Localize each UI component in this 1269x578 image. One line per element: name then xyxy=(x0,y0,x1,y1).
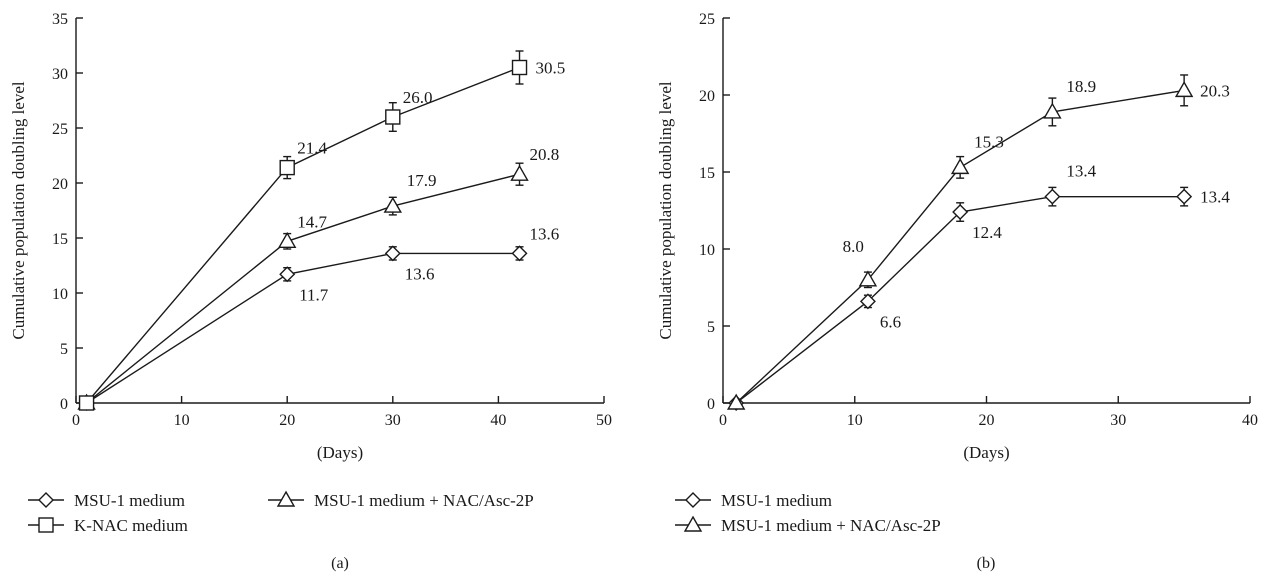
data-point xyxy=(385,109,401,125)
legend-label: K-NAC medium xyxy=(74,516,188,535)
legend-item: MSU-1 medium + NAC/Asc-2P xyxy=(675,515,941,535)
y-tick-label: 0 xyxy=(60,396,68,413)
data-point xyxy=(279,159,295,176)
x-tick-label: 20 xyxy=(279,412,295,429)
x-tick-label: 40 xyxy=(490,412,506,429)
legend-marker xyxy=(38,517,54,533)
legend-marker xyxy=(685,492,701,508)
data-label: 15.3 xyxy=(974,132,1004,151)
x-tick-label: 30 xyxy=(1110,412,1126,429)
series-line xyxy=(86,173,520,404)
legend-label: MSU-1 medium xyxy=(721,491,832,510)
data-point xyxy=(384,245,401,262)
y-tick-label: 0 xyxy=(707,396,715,413)
y-tick-label: 15 xyxy=(52,231,68,248)
x-tick-label: 10 xyxy=(174,412,190,429)
y-tick-label: 25 xyxy=(52,121,68,138)
data-point xyxy=(511,245,528,262)
data-point xyxy=(952,204,969,221)
panel-label-b: (b) xyxy=(977,555,996,572)
series-line xyxy=(86,66,520,404)
y-tick-label: 5 xyxy=(60,341,68,358)
legend-marker xyxy=(38,492,54,508)
legend-item: K-NAC medium xyxy=(28,516,188,535)
y-tick-label: 20 xyxy=(52,176,68,193)
data-point xyxy=(78,395,95,411)
y-tick-label: 35 xyxy=(52,11,68,28)
legend-item: MSU-1 medium + NAC/Asc-2P xyxy=(268,490,534,510)
y-tick-label: 25 xyxy=(699,11,715,28)
data-label: 30.5 xyxy=(536,59,566,78)
data-label: 20.8 xyxy=(530,145,560,164)
data-label: 13.4 xyxy=(1066,162,1096,181)
data-label: 6.6 xyxy=(880,312,901,331)
series-line xyxy=(735,195,1185,404)
legend-marker xyxy=(683,515,703,532)
legend-marker xyxy=(276,490,296,507)
data-point xyxy=(383,196,403,213)
data-point xyxy=(279,266,296,283)
y-axis-title: Cumulative population doubling level xyxy=(656,81,675,340)
x-tick-label: 0 xyxy=(719,412,727,429)
legend-label: MSU-1 medium + NAC/Asc-2P xyxy=(721,516,941,535)
data-label: 21.4 xyxy=(297,139,327,158)
data-point xyxy=(858,270,878,287)
data-label: 26.0 xyxy=(403,88,433,107)
legend-label: MSU-1 medium xyxy=(74,491,185,510)
y-tick-label: 15 xyxy=(699,165,715,182)
data-point xyxy=(859,293,876,310)
data-label: 11.7 xyxy=(299,285,329,304)
data-point xyxy=(277,231,297,249)
x-tick-label: 40 xyxy=(1242,412,1258,429)
data-point xyxy=(1043,102,1062,119)
series-diamond: 11.7 13.6 13.6 xyxy=(78,224,560,411)
x-tick-label: 10 xyxy=(847,412,863,429)
data-label: 8.0 xyxy=(843,237,864,256)
series-triangle: 8.0 15.3 18.9 20.3 xyxy=(726,74,1230,410)
legend-b: MSU-1 medium MSU-1 medium + NAC/Asc-2P xyxy=(675,491,941,535)
panel-label-a: (a) xyxy=(331,555,349,572)
legend-a: MSU-1 medium MSU-1 medium + NAC/Asc-2P K-N… xyxy=(28,490,534,535)
data-point xyxy=(950,157,970,175)
data-label: 13.4 xyxy=(1200,188,1230,207)
data-label: 17.9 xyxy=(407,171,437,190)
x-tick-label: 0 xyxy=(72,412,80,429)
data-point xyxy=(510,164,529,181)
data-label: 13.6 xyxy=(530,224,560,243)
series-line xyxy=(86,252,520,404)
x-axis-title: (Days) xyxy=(963,443,1009,462)
y-tick-label: 30 xyxy=(52,66,68,83)
data-label: 18.9 xyxy=(1066,77,1096,96)
data-point xyxy=(1176,188,1193,205)
series-triangle: 14.7 17.9 20.8 xyxy=(77,145,560,410)
data-label: 20.3 xyxy=(1200,81,1230,100)
x-tick-label: 20 xyxy=(979,412,995,429)
series-line xyxy=(735,89,1185,404)
legend-label: MSU-1 medium + NAC/Asc-2P xyxy=(314,491,534,510)
series-square: 21.4 26.0 30.5 xyxy=(78,50,566,411)
chart-panel-b: 0 5 10 15 20 25 0 10 20 30 40 (Days) Cumulative popu… xyxy=(656,11,1258,535)
legend-item: MSU-1 medium xyxy=(28,491,185,510)
data-point xyxy=(726,393,746,410)
data-label: 12.4 xyxy=(972,223,1002,242)
data-label: 13.6 xyxy=(405,264,435,283)
x-tick-label: 30 xyxy=(385,412,401,429)
y-tick-label: 5 xyxy=(707,319,715,336)
data-label: 14.7 xyxy=(297,212,327,231)
x-axis-title: (Days) xyxy=(317,443,363,462)
y-tick-label: 10 xyxy=(699,242,715,259)
chart-panel-a: 0 5 10 15 20 25 30 35 0 10 20 30 40 50 (Days) Cumulativ… xyxy=(9,11,612,535)
x-tick-label: 50 xyxy=(596,412,612,429)
series-diamond: 6.6 12.4 13.4 13.4 xyxy=(728,162,1230,411)
y-axis-title: Cumulative population doubling level xyxy=(9,81,28,340)
data-point xyxy=(1044,188,1061,205)
legend-item: MSU-1 medium xyxy=(675,491,832,510)
y-tick-label: 10 xyxy=(52,286,68,303)
data-point xyxy=(511,59,528,76)
data-point xyxy=(1174,80,1194,98)
y-tick-label: 20 xyxy=(699,88,715,105)
